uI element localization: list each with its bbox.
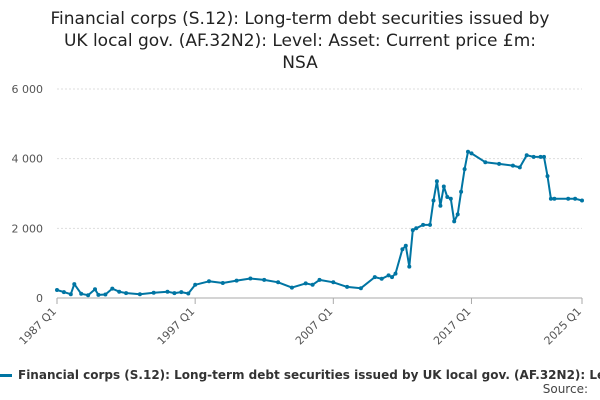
data-point[interactable] [483,160,488,165]
data-point[interactable] [497,161,502,166]
x-tick-label: 2025 Q1 [542,305,585,348]
data-point[interactable] [462,167,467,172]
data-point[interactable] [414,226,419,231]
data-point[interactable] [358,286,363,291]
x-tick-label: 2017 Q1 [431,305,474,348]
data-point[interactable] [96,292,101,297]
data-point[interactable] [110,286,115,291]
data-point[interactable] [386,273,391,278]
data-point[interactable] [566,196,571,201]
data-point[interactable] [310,282,315,287]
data-point[interactable] [552,196,557,201]
data-point[interactable] [303,281,308,286]
x-tick-label: 1997 Q1 [155,305,198,348]
data-point[interactable] [531,154,536,159]
data-point[interactable] [193,282,198,287]
data-point[interactable] [524,153,529,158]
data-point[interactable] [137,292,142,297]
data-point[interactable] [466,149,470,154]
data-point[interactable] [234,278,239,283]
legend-swatch [0,374,12,377]
series-group [55,149,584,298]
data-point[interactable] [410,228,415,233]
data-point[interactable] [469,151,474,156]
y-tick-label: 0 [36,292,43,305]
data-point[interactable] [186,291,191,296]
data-point[interactable] [289,285,294,290]
data-point[interactable] [510,163,515,168]
y-axis-ticks: 0 2 000 4 000 6 000 [12,83,44,305]
data-point[interactable] [86,293,91,298]
x-axis: 1987 Q1 1997 Q1 2007 Q1 2017 Q1 2025 Q1 [17,297,585,348]
data-point[interactable] [93,287,97,292]
data-point[interactable] [452,219,457,224]
data-point[interactable] [421,222,426,227]
data-point[interactable] [345,284,350,289]
data-point[interactable] [548,196,553,201]
data-point[interactable] [580,198,584,203]
data-point[interactable] [403,243,408,248]
chart-title: Financial corps (S.12): Long-term debt s… [0,8,600,74]
data-point[interactable] [434,179,439,184]
chart-title-line-1: Financial corps (S.12): Long-term debt s… [50,9,550,29]
legend-label: Financial corps (S.12): Long-term debt s… [18,368,600,382]
y-tick-label: 2 000 [12,222,44,235]
y-tick-label: 4 000 [12,153,44,166]
data-point[interactable] [545,174,550,179]
data-point[interactable] [455,212,460,217]
data-point[interactable] [220,281,225,285]
data-point[interactable] [400,247,405,252]
data-point[interactable] [117,289,122,294]
y-tick-label: 6 000 [12,83,44,96]
data-point[interactable] [431,198,436,203]
data-point[interactable] [179,290,184,295]
data-point[interactable] [517,165,522,170]
data-point[interactable] [248,276,253,281]
data-point[interactable] [438,203,443,208]
data-point[interactable] [124,291,129,296]
data-point[interactable] [538,154,543,159]
grid-lines [57,88,582,229]
chart-title-line-2: UK local gov. (AF.32N2): Level: Asset: C… [63,31,537,51]
data-point[interactable] [379,276,384,281]
data-point[interactable] [573,196,578,201]
data-point[interactable] [165,289,170,294]
data-point[interactable] [448,196,453,201]
data-point[interactable] [72,282,77,287]
data-point[interactable] [331,280,336,285]
legend: Financial corps (S.12): Long-term debt s… [0,368,600,382]
data-point[interactable] [103,292,108,297]
data-point[interactable] [79,291,84,296]
data-point[interactable] [459,189,464,194]
data-point[interactable] [207,279,211,284]
data-point[interactable] [55,288,59,292]
source-label: Source: [542,382,588,396]
data-point[interactable] [428,222,432,227]
data-point[interactable] [445,195,450,199]
chart-title-line-3: NSA [282,53,318,73]
data-point[interactable] [262,277,267,282]
data-point[interactable] [393,271,398,276]
data-point[interactable] [407,264,412,269]
data-point[interactable] [317,277,322,282]
x-tick-label: 2007 Q1 [293,305,336,348]
data-point[interactable] [542,154,546,159]
data-point[interactable] [172,291,177,296]
series-line [56,150,583,297]
data-point[interactable] [441,184,446,189]
x-tick-label: 1987 Q1 [17,305,60,348]
data-point[interactable] [61,290,66,295]
data-point[interactable] [372,275,377,280]
data-point[interactable] [151,290,156,295]
data-point[interactable] [390,275,394,280]
data-point[interactable] [68,292,73,297]
data-point[interactable] [276,280,281,285]
